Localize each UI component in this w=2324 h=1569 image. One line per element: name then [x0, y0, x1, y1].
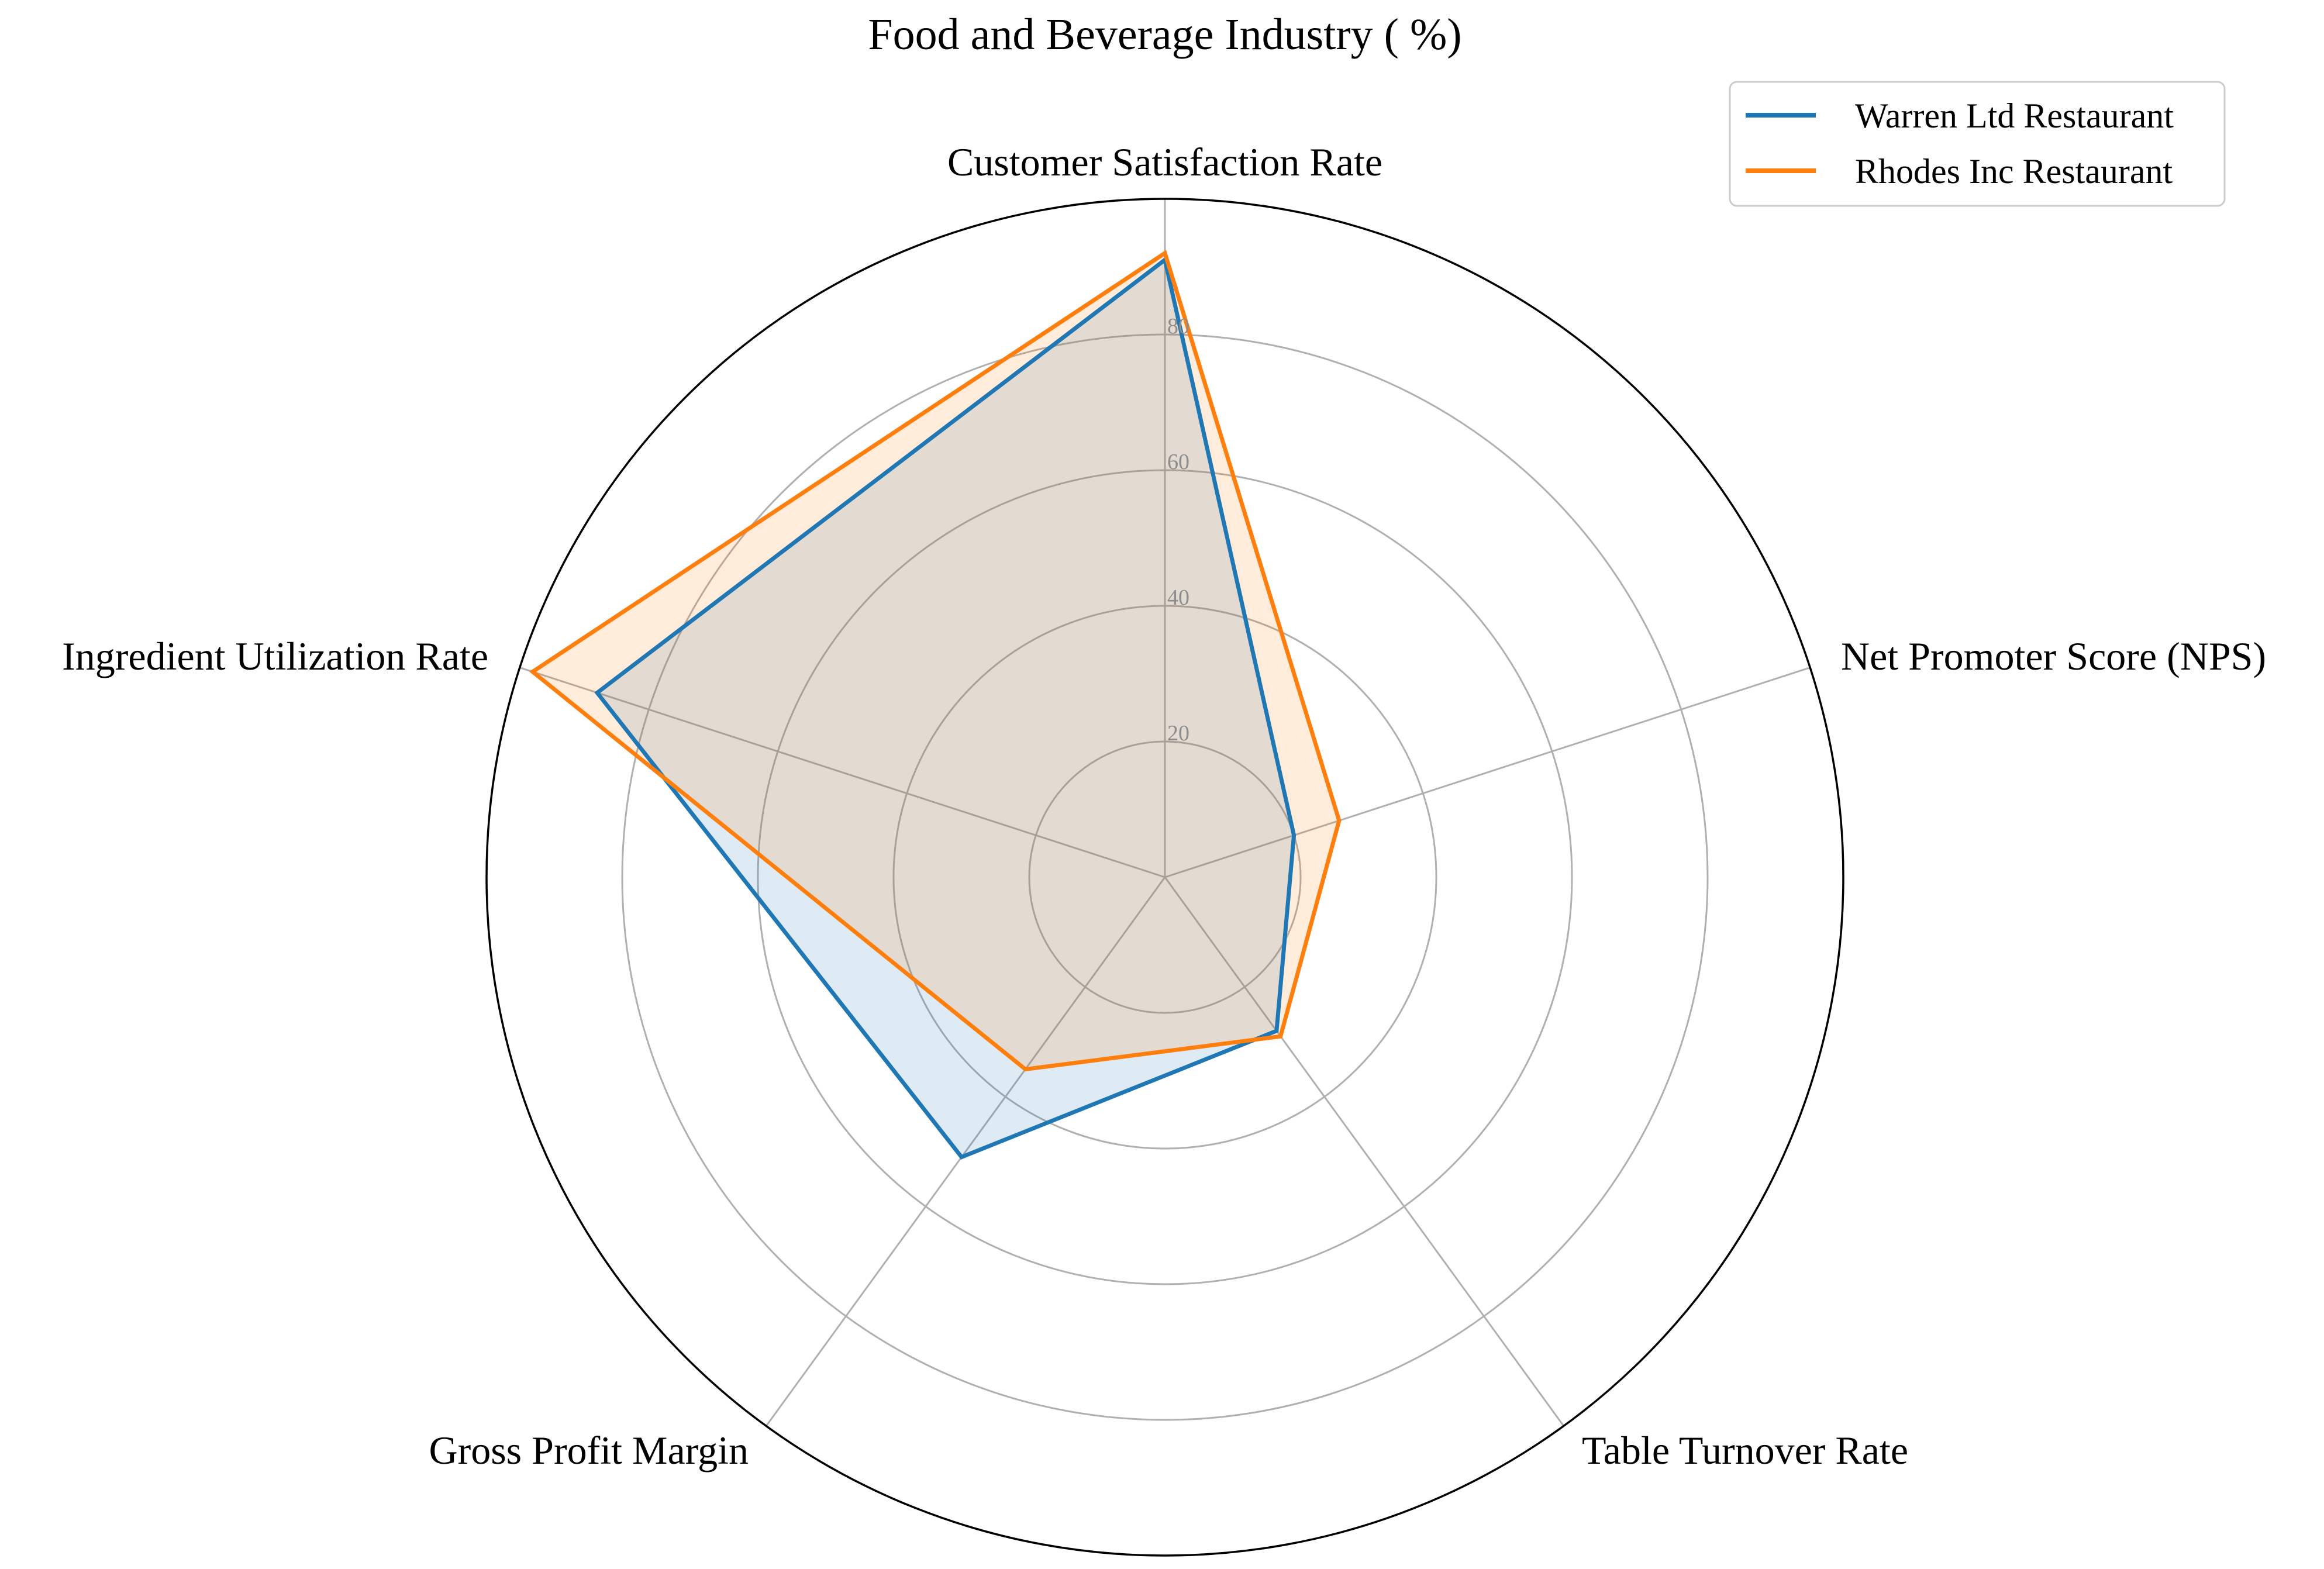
rtick-label-80: 80	[1167, 314, 1189, 339]
series-fill-0	[597, 260, 1294, 1157]
spoke-line	[1164, 667, 1811, 878]
axis-label-2: Table Turnover Rate	[1582, 1428, 1908, 1473]
axis-label-1: Net Promoter Score (NPS)	[1841, 634, 2266, 678]
axis-label-0: Customer Satisfaction Rate	[947, 140, 1382, 184]
rtick-label-60: 60	[1167, 450, 1189, 474]
spoke-line	[519, 667, 1166, 878]
spoke-line	[1164, 877, 1565, 1427]
axis-label-4: Ingredient Utilization Rate	[62, 634, 488, 678]
legend-label-warren: Warren Ltd Restaurant	[1855, 96, 2174, 135]
legend: Warren Ltd Restaurant Rhodes Inc Restaur…	[1729, 81, 2226, 207]
radar-series	[529, 250, 1342, 1160]
series-fill-1	[532, 253, 1339, 1070]
axis-label-3: Gross Profit Margin	[429, 1428, 749, 1473]
legend-frame	[1729, 81, 2226, 207]
spoke-line	[765, 877, 1166, 1427]
outer-frame	[485, 198, 1844, 1557]
series-line-0	[594, 256, 1297, 1160]
rtick-label-20: 20	[1167, 721, 1189, 746]
radar-labels: 20 40 60 80 Customer Satisfaction Rate Net Pr…	[62, 140, 2266, 1473]
legend-label-rhodes: Rhodes Inc Restaurant	[1855, 152, 2173, 191]
rtick-label-40: 40	[1167, 585, 1189, 610]
series-line-1	[529, 250, 1342, 1072]
chart-title: Food and Beverage Industry ( %)	[868, 10, 1461, 59]
radar-grid	[485, 198, 1844, 1557]
